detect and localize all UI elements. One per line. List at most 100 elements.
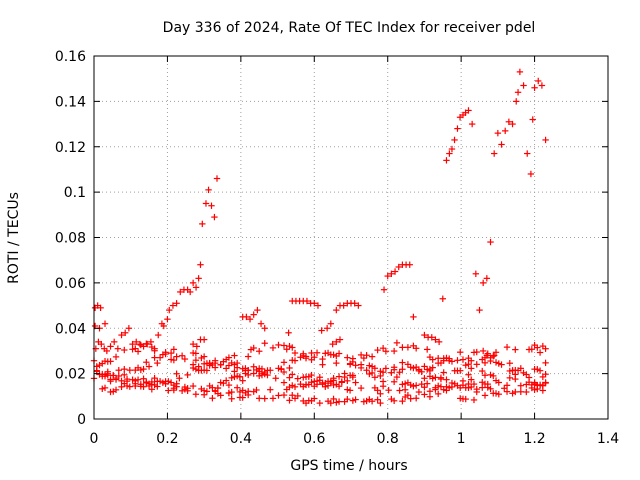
data-point: [380, 286, 388, 293]
y-tick-label: 0: [77, 412, 86, 428]
data-point: [426, 388, 434, 395]
data-point: [473, 388, 480, 396]
data-point: [412, 382, 420, 389]
data-point: [104, 368, 111, 375]
data-point: [538, 82, 546, 89]
data-point: [143, 340, 150, 347]
data-point: [368, 353, 376, 360]
data-point: [363, 352, 370, 359]
data-point: [542, 379, 549, 386]
data-point: [289, 344, 296, 351]
data-point: [465, 107, 472, 114]
data-point: [313, 349, 321, 356]
data-point: [344, 377, 351, 385]
data-point: [435, 338, 443, 346]
data-point: [155, 331, 162, 339]
data-point: [134, 348, 142, 355]
data-point: [333, 399, 340, 406]
data-point: [280, 368, 288, 376]
data-point: [209, 395, 216, 402]
data-point: [233, 359, 241, 367]
data-point: [112, 376, 120, 383]
data-point: [264, 371, 271, 379]
data-point: [440, 386, 447, 393]
data-point: [509, 120, 516, 128]
data-point: [404, 344, 412, 351]
data-point: [487, 238, 494, 246]
data-point: [426, 365, 434, 373]
data-point: [231, 368, 238, 375]
data-point: [330, 395, 337, 403]
data-point: [203, 367, 211, 374]
data-point: [432, 336, 439, 343]
data-point: [250, 370, 257, 377]
data-point: [479, 384, 486, 391]
data-point: [352, 362, 359, 369]
data-point: [498, 361, 505, 368]
data-point: [399, 366, 406, 373]
data-point: [327, 399, 335, 407]
data-point: [101, 371, 109, 378]
data-point: [156, 354, 164, 361]
data-point: [243, 313, 250, 321]
data-point: [254, 306, 261, 314]
data-point: [214, 384, 222, 392]
data-point: [338, 378, 346, 385]
data-point: [352, 379, 359, 386]
data-point: [377, 390, 384, 397]
data-point: [291, 383, 299, 391]
data-point: [198, 354, 205, 362]
data-point: [319, 355, 326, 363]
data-point: [151, 374, 158, 382]
data-point: [275, 341, 282, 349]
data-point: [476, 306, 483, 314]
data-point: [393, 339, 401, 347]
data-point: [368, 398, 376, 405]
data-point: [468, 120, 476, 128]
data-point: [382, 365, 390, 372]
data-point: [524, 150, 531, 157]
data-point: [379, 344, 387, 352]
data-point: [302, 354, 310, 362]
data-point: [374, 396, 381, 403]
data-point: [103, 347, 111, 355]
data-point: [421, 331, 428, 339]
data-point: [280, 379, 288, 386]
data-point: [542, 136, 549, 144]
data-point: [101, 320, 109, 327]
data-point: [529, 116, 536, 123]
data-point: [311, 354, 318, 361]
data-point: [250, 311, 257, 318]
data-point: [189, 340, 197, 348]
data-point: [257, 320, 265, 327]
data-point: [192, 284, 200, 291]
data-point: [465, 380, 472, 388]
data-point: [490, 353, 497, 360]
y-tick-label: 0.16: [55, 49, 86, 65]
data-point: [457, 367, 464, 374]
data-point: [112, 353, 120, 361]
data-point: [173, 353, 180, 360]
data-point: [446, 357, 453, 364]
data-point: [505, 118, 513, 125]
data-point: [211, 359, 219, 367]
data-point: [140, 375, 147, 382]
data-point: [379, 369, 387, 376]
data-point: [118, 331, 125, 339]
data-point: [360, 398, 368, 405]
x-tick-label: 0.2: [156, 431, 178, 447]
data-point: [225, 354, 233, 361]
data-point: [329, 340, 336, 348]
data-point: [195, 275, 202, 282]
data-point: [374, 346, 381, 354]
data-point: [434, 355, 442, 362]
data-point: [115, 367, 122, 374]
data-point: [388, 270, 395, 277]
data-point: [129, 346, 136, 353]
data-point: [335, 373, 343, 380]
data-point: [121, 371, 128, 379]
data-point: [479, 347, 487, 355]
data-point: [145, 363, 153, 370]
data-point: [181, 386, 189, 393]
